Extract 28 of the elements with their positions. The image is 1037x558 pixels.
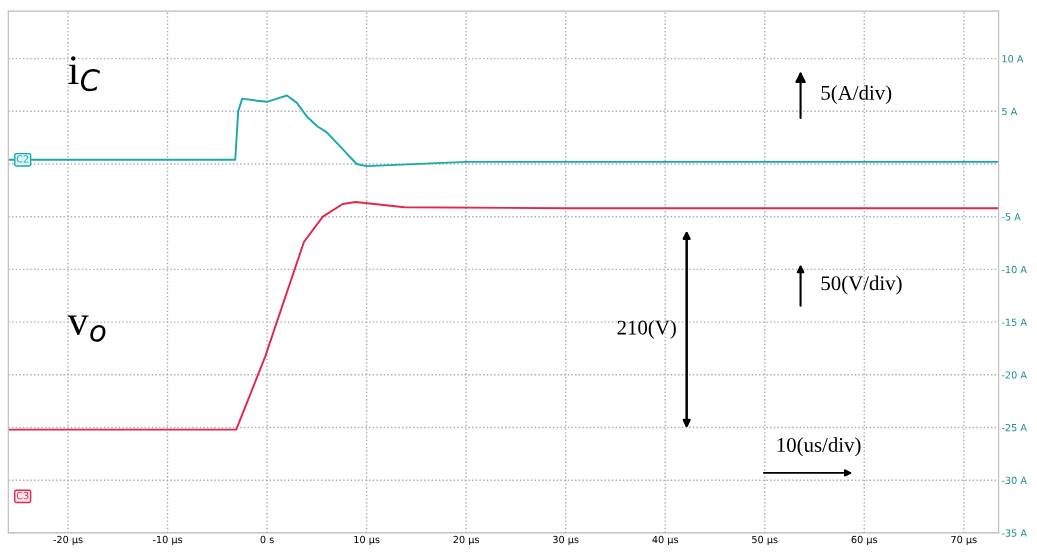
y-tick-label: -35 A [1001,529,1027,537]
x-tick-label: -20 µs [53,535,83,546]
annotation: 5(A/div) [821,85,892,105]
annotation: C2 [16,155,29,163]
text: v$_{o}$ [67,315,106,342]
x-tick-label: 60 µs [851,535,878,546]
annotation: 210(V) [617,319,676,339]
x-tick-label: 20 µs [453,535,480,546]
x-tick-label: 10 µs [354,535,380,546]
x-tick-label: 70 µs [951,535,977,546]
annotation: C3 [16,491,29,500]
y-tick-label: -10 A [1001,265,1027,274]
line-series [8,200,999,431]
x-tick-label: 0 s [260,535,274,544]
y-tick-label: -15 A [1001,318,1027,326]
annotation: 10(us/div) [777,437,861,457]
x-tick-label: -10 µs [152,535,183,546]
x-tick-label: 50 µs [752,535,778,546]
x-tick-label: 40 µs [652,535,679,546]
y-tick-label: -30 A [1001,476,1027,485]
series-label: i$_{C}$ [68,56,100,92]
y-tick-label: -25 A [1001,423,1027,432]
x-tick-label: 30 µs [553,535,579,546]
y-tick-label: 5 A [1002,107,1018,116]
annotation: 50(V/div) [821,275,902,295]
y-tick-label: -5 A [1001,213,1021,221]
y-tick-label: 10 A [1002,55,1024,63]
y-tick-label: -20 A [1001,371,1027,379]
